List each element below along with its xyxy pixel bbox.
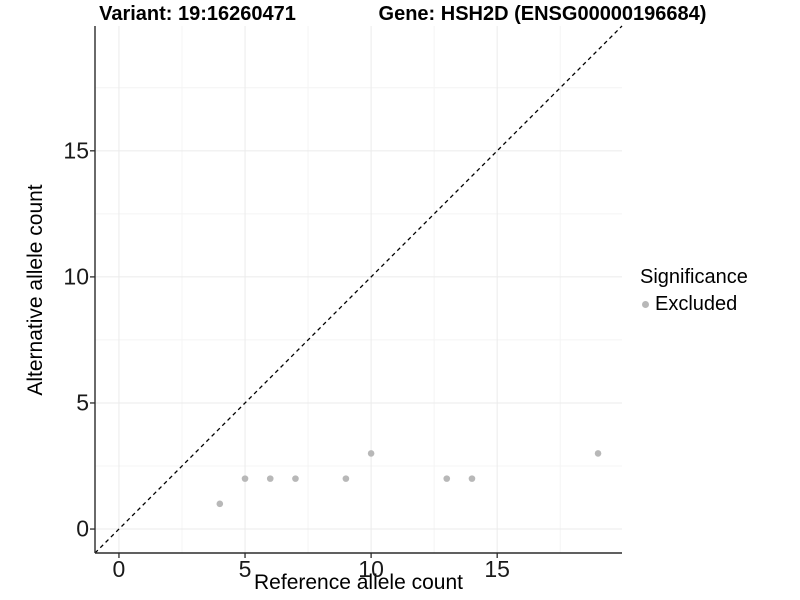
legend-title: Significance [640, 266, 748, 288]
data-point [342, 475, 350, 482]
data-point [266, 475, 274, 482]
x-tick-label: 5 [238, 556, 252, 582]
y-tick-label: 0 [76, 515, 89, 542]
y-axis-title: Alternative allele count [24, 184, 47, 396]
data-point [367, 450, 375, 457]
x-axis-title: Reference allele count [254, 571, 463, 594]
x-tick-label: 10 [358, 556, 384, 582]
excluded-point-icon [642, 301, 649, 308]
data-point [594, 450, 602, 457]
variant-title: Variant: 19:16260471 [99, 3, 296, 25]
legend-entry-label: Excluded [655, 293, 738, 315]
legend: Significance Excluded [640, 266, 748, 316]
data-point [443, 475, 451, 482]
y-tick-label: 15 [63, 137, 89, 164]
data-point [468, 475, 476, 482]
x-tick-label: 15 [484, 556, 510, 582]
x-tick-label: 0 [112, 556, 126, 582]
data-point [241, 475, 249, 482]
y-tick-label: 5 [76, 389, 89, 416]
identity-line [94, 25, 623, 554]
y-tick-label: 10 [63, 263, 89, 290]
gene-title: Gene: HSH2D (ENSG00000196684) [378, 3, 707, 25]
data-point [292, 475, 299, 482]
legend-entry-excluded: Excluded [640, 293, 748, 316]
data-point [216, 500, 224, 508]
